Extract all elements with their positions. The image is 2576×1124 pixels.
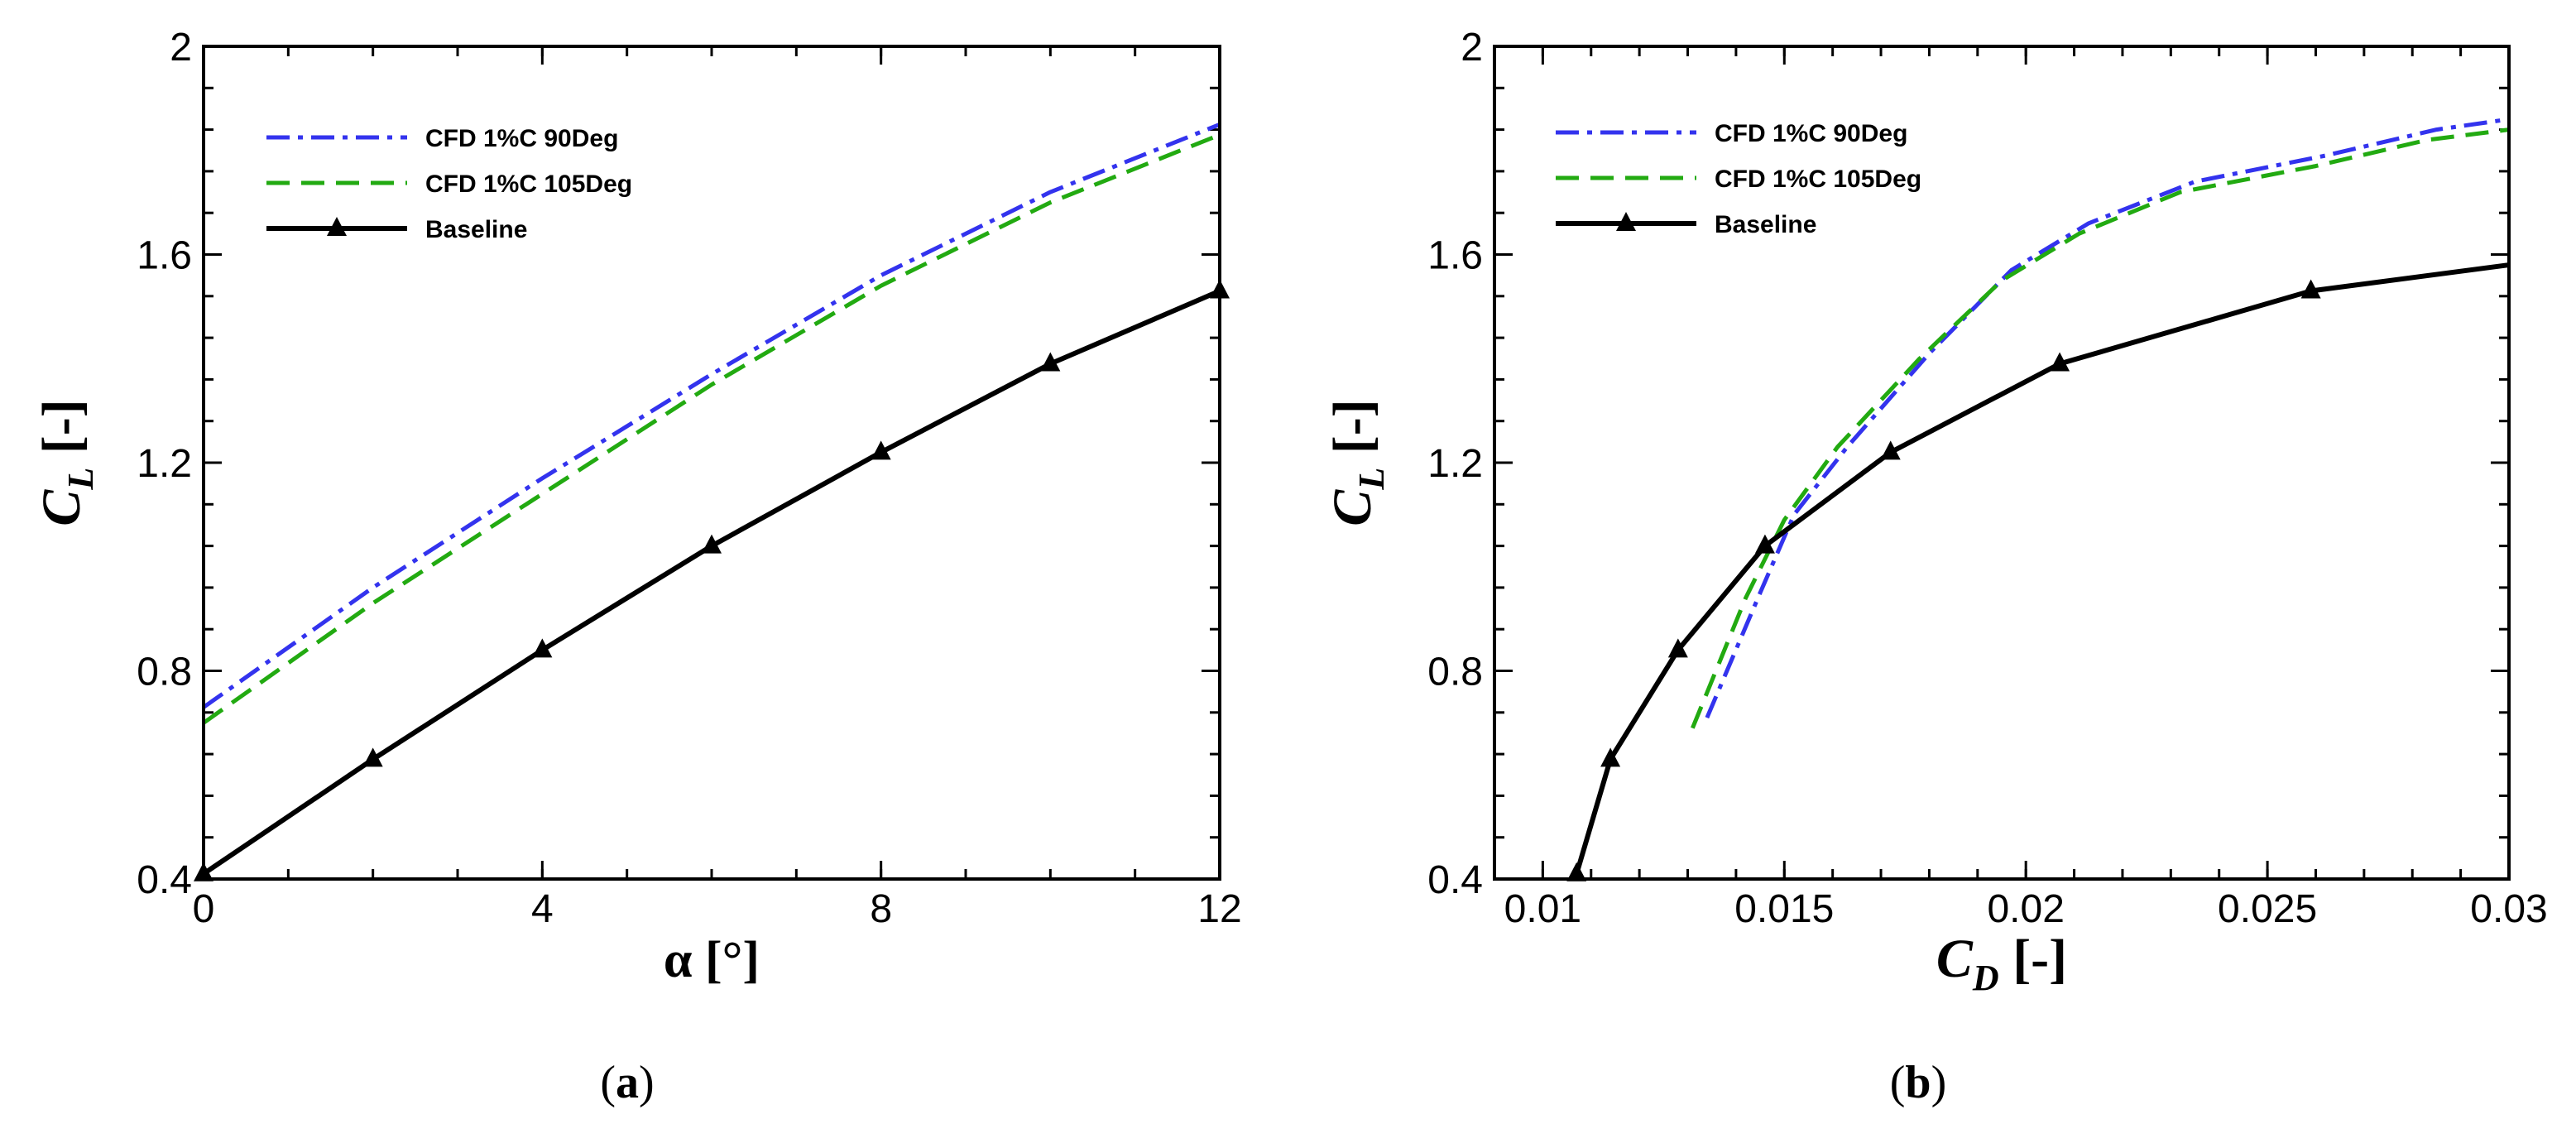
x-axis-title-unit: [-] [1999,929,2067,989]
data-point-triangle [362,747,383,767]
y-tick-label: 0.4 [1427,858,1483,902]
y-axis-title-sub: L [1351,468,1392,491]
x-tick-label: 0.03 [2470,887,2547,931]
plot-frame [1493,45,2511,881]
x-tick-label: 0 [193,887,215,931]
y-tick-label: 1.2 [1427,442,1483,486]
series-line-baseline [202,288,1221,877]
legend-label: CFD 1%C 90Deg [425,125,618,152]
legend: CFD 1%C 90Deg CFD 1%C 105Deg Baseline [266,125,632,243]
series-line-cfd-1-c-90deg [202,122,1221,709]
series-line-cfd-1-c-105deg [202,132,1221,725]
data-point-triangle [1667,638,1688,658]
x-axis-title: α [°] [664,932,760,988]
chart-panel-a: 0 4 8 12 0.4 0.8 1.2 1.6 2 CFD 1%C 90Deg CFD 1%C 1… [31,26,1242,1108]
data-point-triangle [871,440,891,460]
x-axis-title-main: C [1936,929,1974,989]
y-tick-label: 1.6 [137,234,192,278]
x-tick-label: 0.02 [1987,887,2064,931]
x-tick-label: 4 [531,887,554,931]
y-axis-title-sub: L [60,468,101,491]
axis-ticks [1493,45,2511,881]
x-tick-label: 0.025 [2218,887,2317,931]
y-axis-title-unit: [-] [1322,399,1383,467]
panel-caption: (b) [1890,1057,1946,1108]
axis-ticks [202,45,1221,881]
panel-caption-letter: a [616,1057,639,1108]
y-tick-label: 2 [1461,26,1483,70]
x-axis-title-sub: D [1972,958,1999,998]
y-axis-title: CL [-] [31,399,101,526]
legend-marker-triangle [1616,212,1636,231]
data-point-triangle [1880,440,1901,460]
data-point-triangle [1600,747,1621,767]
y-tick-label: 0.8 [1427,651,1483,694]
chart-panel-b: 0.01 0.015 0.02 0.025 0.03 0.4 0.8 1.2 1.6 2 CFD 1… [1322,26,2548,1108]
data-point-triangle [2300,279,2321,299]
data-point-triangle [1566,862,1587,881]
y-tick-label: 1.2 [137,442,192,486]
x-axis-title: CD [-] [1936,929,2067,998]
y-axis-title-main: C [31,489,92,526]
legend-marker-triangle [327,217,347,236]
x-tick-label: 8 [870,887,892,931]
series-line-baseline [1574,262,2510,875]
data-point-triangle [2050,352,2070,372]
y-axis-title: CL [-] [1322,399,1392,526]
legend-label: Baseline [425,216,527,243]
data-point-triangle [1754,534,1775,554]
y-tick-label: 2 [170,26,192,70]
data-point-triangle [1040,352,1061,372]
y-tick-label: 1.6 [1427,234,1483,278]
legend-label: CFD 1%C 105Deg [425,171,632,198]
x-tick-label: 0.01 [1504,887,1581,931]
x-tick-label: 12 [1197,887,1241,931]
panel-caption: (a) [600,1057,654,1108]
legend: CFD 1%C 90Deg CFD 1%C 105Deg Baseline [1556,120,1921,238]
series-line-cfd-1-c-90deg [1705,117,2510,719]
y-axis-title-main: C [1322,489,1383,526]
data-point-triangle [702,534,722,554]
legend-label: CFD 1%C 105Deg [1715,166,1921,193]
x-tick-label: 0.015 [1734,887,1834,931]
legend-label: Baseline [1715,211,1816,238]
y-axis-title-unit: [-] [31,399,92,467]
plot-frame [202,45,1221,881]
data-point-triangle [532,638,553,658]
y-tick-label: 0.8 [137,651,192,694]
panel-caption-letter: b [1905,1057,1931,1108]
y-tick-label: 0.4 [137,858,192,902]
legend-label: CFD 1%C 90Deg [1715,120,1907,147]
